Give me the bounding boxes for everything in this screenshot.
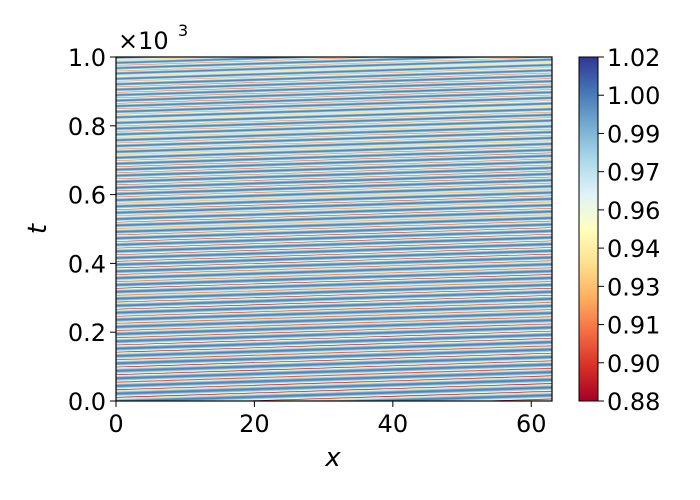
colorbar-tick-label: 0.97 xyxy=(607,159,660,187)
heatmap-band xyxy=(116,57,320,64)
heatmap-band xyxy=(116,57,510,70)
y-scale-exponent: 3 xyxy=(178,21,188,40)
colorbar-ticks: 0.88 0.90 0.91 0.93 0.94 0.96 0.97 0.99 1.00 1.02 xyxy=(598,44,660,416)
colorbar-tick-label: 0.88 xyxy=(607,388,660,416)
heatmap-band xyxy=(116,57,216,61)
heatmap-band xyxy=(116,57,302,63)
x-tick-label: 40 xyxy=(378,410,409,438)
y-scale-base: ×10 xyxy=(118,27,169,55)
heatmap-band xyxy=(116,57,475,69)
heatmap-band xyxy=(116,57,545,71)
heatmap-band xyxy=(507,399,552,401)
y-tick-label: 0.8 xyxy=(68,113,106,141)
y-tick-label: 0.2 xyxy=(68,319,106,347)
heatmap-band xyxy=(116,57,233,61)
colorbar-frame xyxy=(578,56,599,402)
colorbar-tick-label: 0.96 xyxy=(607,197,660,225)
heatmap-band xyxy=(116,57,285,63)
x-axis: 0 20 40 60 xyxy=(108,401,547,438)
heatmap-band xyxy=(116,57,354,65)
heatmap-stripes xyxy=(116,57,552,401)
y-tick-label: 1.0 xyxy=(68,44,106,72)
heatmap-band xyxy=(116,57,527,71)
colorbar-tick-label: 1.02 xyxy=(607,44,660,72)
plot-area xyxy=(116,57,552,401)
heatmap-band xyxy=(116,57,406,67)
heatmap-band xyxy=(116,57,129,58)
y-scale-multiplier: ×10 3 xyxy=(118,21,188,55)
colorbar-tick-label: 1.00 xyxy=(607,82,660,110)
x-axis-label: x xyxy=(324,443,341,473)
colorbar-gradient xyxy=(579,57,598,401)
y-tick-label: 0.0 xyxy=(68,388,106,416)
heatmap-band xyxy=(525,400,552,401)
heatmap-band xyxy=(116,57,458,68)
colorbar-tick-label: 0.94 xyxy=(607,235,660,263)
colorbar-tick-label: 0.99 xyxy=(607,120,660,148)
heatmap-band xyxy=(116,57,147,58)
colorbar-tick-label: 0.90 xyxy=(607,350,660,378)
heatmap-band xyxy=(116,57,268,62)
colorbar: 0.88 0.90 0.91 0.93 0.94 0.96 0.97 0.99 1.00 1.02 xyxy=(578,44,660,416)
heatmap-band xyxy=(116,57,441,68)
x-tick-label: 20 xyxy=(239,410,270,438)
y-axis-label: t xyxy=(23,223,53,234)
heatmap-band xyxy=(116,57,250,62)
y-tick-label: 0.4 xyxy=(68,250,106,278)
y-axis: 0.0 0.2 0.4 0.6 0.8 1.0 xyxy=(68,44,116,416)
x-tick-label: 0 xyxy=(108,410,123,438)
heatmap-band xyxy=(116,57,164,59)
heatmap-band xyxy=(116,57,337,65)
heatmap-band xyxy=(116,57,372,66)
colorbar-tick-label: 0.93 xyxy=(607,273,660,301)
heatmap-band xyxy=(116,57,389,66)
colorbar-tick-label: 0.91 xyxy=(607,312,660,340)
y-tick-label: 0.6 xyxy=(68,182,106,210)
heatmap-band xyxy=(116,57,493,69)
x-tick-label: 60 xyxy=(516,410,547,438)
heatmap-band xyxy=(116,57,552,72)
plot-frame xyxy=(115,56,553,402)
